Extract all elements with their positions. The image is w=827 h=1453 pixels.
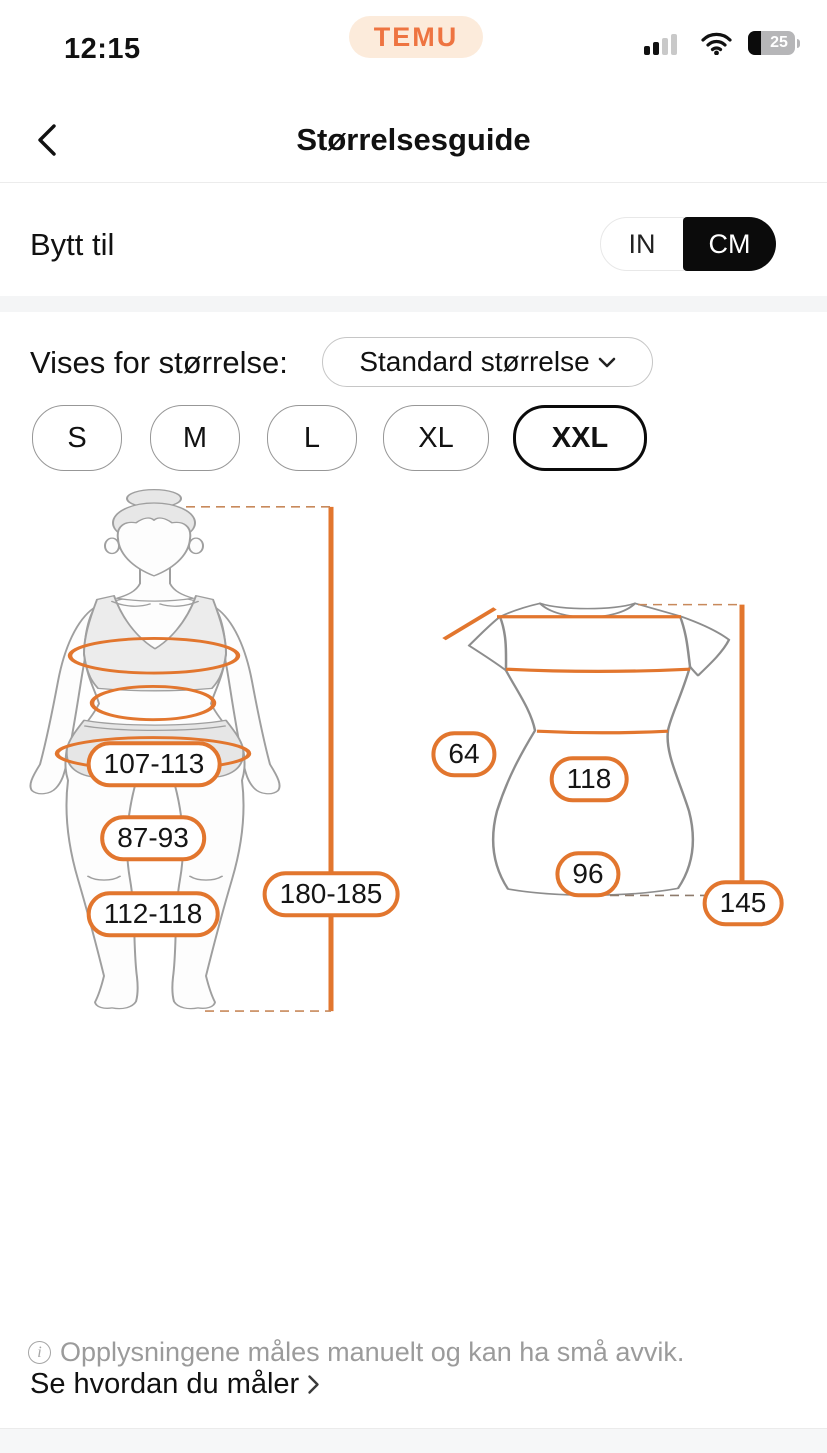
- waist-ring: [89, 684, 217, 722]
- body-hips-badge: 112-118: [86, 891, 220, 937]
- back-button[interactable]: [30, 120, 64, 160]
- collarbone-left: [111, 600, 151, 607]
- status-time: 12:15: [64, 33, 141, 65]
- size-chip-xxl[interactable]: XXL: [513, 405, 647, 471]
- shorts-waistband: [84, 725, 226, 731]
- how-to-measure-link[interactable]: Se hvordan du måler: [30, 1368, 320, 1401]
- cellular-signal-icon: [644, 33, 688, 55]
- garment-length-badge: 145: [702, 880, 784, 926]
- body-waist-badge: 87-93: [100, 815, 206, 861]
- armhole-left: [498, 615, 508, 670]
- chevron-left-icon: [38, 124, 56, 156]
- temu-logo-text: TEMU: [373, 21, 459, 52]
- battery-cap: [797, 38, 800, 48]
- ear-right: [188, 537, 204, 555]
- dress-bust-line: [505, 667, 691, 673]
- size-chip-s[interactable]: S: [32, 405, 122, 471]
- battery-fill: [748, 31, 761, 55]
- size-chip-l[interactable]: L: [267, 405, 357, 471]
- sleeve-line: [442, 607, 497, 641]
- battery-percent: 25: [770, 34, 788, 51]
- ear-left: [104, 537, 120, 555]
- size-type-dropdown[interactable]: Standard størrelse: [322, 337, 653, 387]
- garment-waist-badge: 96: [555, 851, 621, 897]
- unit-option-cm[interactable]: CM: [683, 217, 776, 271]
- bottom-bar: [0, 1428, 827, 1453]
- measurement-disclaimer: i Opplysningene måles manuelt og kan ha …: [28, 1337, 684, 1368]
- size-type-dropdown-value: Standard størrelse: [359, 346, 590, 377]
- info-icon: i: [28, 1341, 51, 1364]
- tank-top: [83, 595, 227, 692]
- chevron-down-icon: [598, 357, 615, 367]
- body-height-badge: 180-185: [262, 871, 400, 917]
- armhole-right: [678, 615, 692, 668]
- dress-figure: [467, 602, 731, 896]
- unit-switch-label: Bytt til: [30, 227, 115, 262]
- bust-ring: [67, 637, 241, 675]
- page-title: Størrelsesguide: [296, 122, 531, 157]
- body-bust-badge: 107-113: [86, 741, 222, 787]
- dress-waist-line: [536, 729, 669, 735]
- knee-left: [87, 875, 121, 881]
- collarbone-right: [159, 600, 199, 607]
- knee-right: [189, 875, 223, 881]
- chevron-right-icon: [308, 1375, 319, 1394]
- section-divider-band: [0, 296, 827, 312]
- unit-option-in[interactable]: IN: [600, 217, 684, 271]
- size-chip-xl[interactable]: XL: [383, 405, 489, 471]
- temu-logo-badge: TEMU: [349, 16, 483, 58]
- unit-toggle: IN CM: [600, 217, 776, 271]
- size-chip-m[interactable]: M: [150, 405, 240, 471]
- header-divider: [0, 182, 827, 183]
- garment-shoulder-badge: 64: [431, 731, 497, 777]
- arm-right: [212, 607, 281, 795]
- battery-icon: 25: [748, 31, 800, 55]
- garment-bust-badge: 118: [549, 756, 629, 802]
- arm-left: [29, 607, 98, 795]
- dress-back-neckline: [538, 602, 637, 610]
- neck: [116, 563, 194, 602]
- dress-outline: [467, 602, 731, 896]
- disclaimer-text: Opplysningene måles manuelt og kan ha sm…: [60, 1337, 685, 1367]
- how-to-measure-label: Se hvordan du måler: [30, 1368, 300, 1400]
- wifi-icon: [700, 31, 733, 55]
- size-selector-label: Vises for størrelse:: [30, 345, 288, 380]
- face: [116, 517, 192, 577]
